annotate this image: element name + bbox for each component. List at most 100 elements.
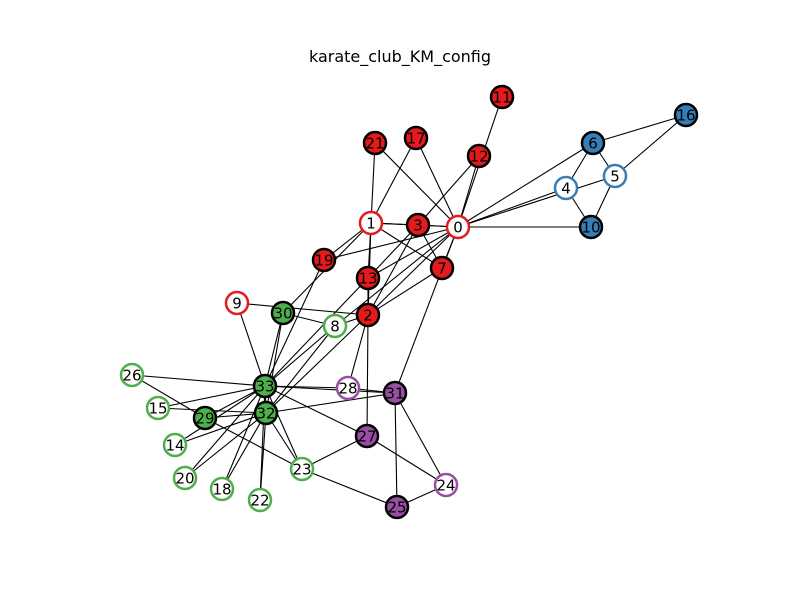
node-3: 3 xyxy=(405,212,431,238)
edge-27-33 xyxy=(264,385,368,437)
node-22-label: 22 xyxy=(250,492,269,510)
node-15-circle xyxy=(145,395,171,421)
node-11-label: 11 xyxy=(492,89,511,107)
edge-23-33 xyxy=(264,385,303,470)
edge-0-31 xyxy=(394,226,459,394)
edges-layer xyxy=(131,96,687,508)
edge-5-16 xyxy=(614,114,687,177)
node-1: 1 xyxy=(358,210,384,236)
node-32-circle xyxy=(253,400,279,426)
node-9: 9 xyxy=(224,290,250,316)
edge-2-3 xyxy=(367,224,419,316)
edge-19-33 xyxy=(264,259,325,387)
node-19: 19 xyxy=(311,247,337,273)
node-30: 30 xyxy=(270,300,296,326)
node-32-label: 32 xyxy=(256,405,275,423)
node-24: 24 xyxy=(433,472,459,498)
edge-18-33 xyxy=(221,385,266,490)
node-23: 23 xyxy=(289,456,315,482)
edge-30-33 xyxy=(264,312,284,387)
node-20: 20 xyxy=(172,465,198,491)
node-31-circle xyxy=(382,380,408,406)
node-16-circle xyxy=(673,102,699,128)
node-33: 33 xyxy=(252,373,278,399)
node-23-circle xyxy=(289,456,315,482)
edge-0-21 xyxy=(374,142,459,228)
node-29-circle xyxy=(192,405,218,431)
node-10-circle xyxy=(578,214,604,240)
node-25-label: 25 xyxy=(387,499,406,517)
node-2-label: 2 xyxy=(363,307,373,325)
node-17-circle xyxy=(403,125,429,151)
node-11: 11 xyxy=(489,84,515,110)
node-12-label: 12 xyxy=(469,148,488,166)
node-10-label: 10 xyxy=(581,219,600,237)
node-30-label: 30 xyxy=(273,305,292,323)
node-4-label: 4 xyxy=(561,180,571,198)
edge-1-17 xyxy=(370,137,417,224)
node-5: 5 xyxy=(602,163,628,189)
figure-title: karate_club_KM_config xyxy=(308,47,492,66)
node-2: 2 xyxy=(355,302,381,328)
node-0: 0 xyxy=(445,214,471,240)
node-28: 28 xyxy=(335,375,361,401)
node-25: 25 xyxy=(384,494,410,520)
node-10: 10 xyxy=(578,214,604,240)
node-3-circle xyxy=(405,212,431,238)
node-6-label: 6 xyxy=(588,135,598,153)
edge-0-19 xyxy=(323,226,459,261)
node-17-label: 17 xyxy=(406,130,425,148)
edge-9-33 xyxy=(236,302,266,387)
edge-14-32 xyxy=(174,412,267,446)
node-13: 13 xyxy=(355,265,381,291)
node-5-label: 5 xyxy=(610,168,620,186)
edge-30-32 xyxy=(265,312,284,414)
edge-0-12 xyxy=(457,155,480,228)
node-6: 6 xyxy=(580,130,606,156)
node-26-circle xyxy=(119,362,145,388)
node-13-label: 13 xyxy=(358,270,377,288)
node-19-circle xyxy=(311,247,337,273)
node-22-circle xyxy=(247,487,273,513)
node-8-circle xyxy=(322,313,348,339)
node-29-label: 29 xyxy=(195,410,214,428)
node-18: 18 xyxy=(209,476,235,502)
node-1-label: 1 xyxy=(366,215,376,233)
edge-26-33 xyxy=(131,374,266,387)
edge-2-9 xyxy=(236,302,369,316)
edge-14-33 xyxy=(174,385,266,446)
node-15-label: 15 xyxy=(148,400,167,418)
node-15: 15 xyxy=(145,395,171,421)
node-14: 14 xyxy=(162,432,188,458)
edge-24-27 xyxy=(366,435,447,486)
edge-0-6 xyxy=(457,142,594,228)
edge-31-32 xyxy=(265,392,396,414)
edge-0-2 xyxy=(367,226,459,316)
node-6-circle xyxy=(580,130,606,156)
node-27: 27 xyxy=(354,423,380,449)
node-26-label: 26 xyxy=(122,367,141,385)
node-22: 22 xyxy=(247,487,273,513)
edge-20-32 xyxy=(184,412,267,479)
node-5-circle xyxy=(602,163,628,189)
edge-13-33 xyxy=(264,277,369,387)
node-17: 17 xyxy=(403,125,429,151)
node-7: 7 xyxy=(429,255,455,281)
node-8: 8 xyxy=(322,313,348,339)
edge-24-31 xyxy=(394,392,447,486)
node-13-circle xyxy=(355,265,381,291)
node-21-circle xyxy=(362,130,388,156)
node-21-label: 21 xyxy=(365,135,384,153)
node-28-label: 28 xyxy=(338,380,357,398)
node-18-label: 18 xyxy=(212,481,231,499)
edge-23-29 xyxy=(204,417,303,470)
node-30-circle xyxy=(270,300,296,326)
edge-23-25 xyxy=(301,468,398,508)
node-27-circle xyxy=(354,423,380,449)
edge-8-32 xyxy=(265,325,336,414)
edge-3-12 xyxy=(417,155,480,226)
node-31: 31 xyxy=(382,380,408,406)
edge-2-32 xyxy=(265,314,369,414)
node-28-circle xyxy=(335,375,361,401)
